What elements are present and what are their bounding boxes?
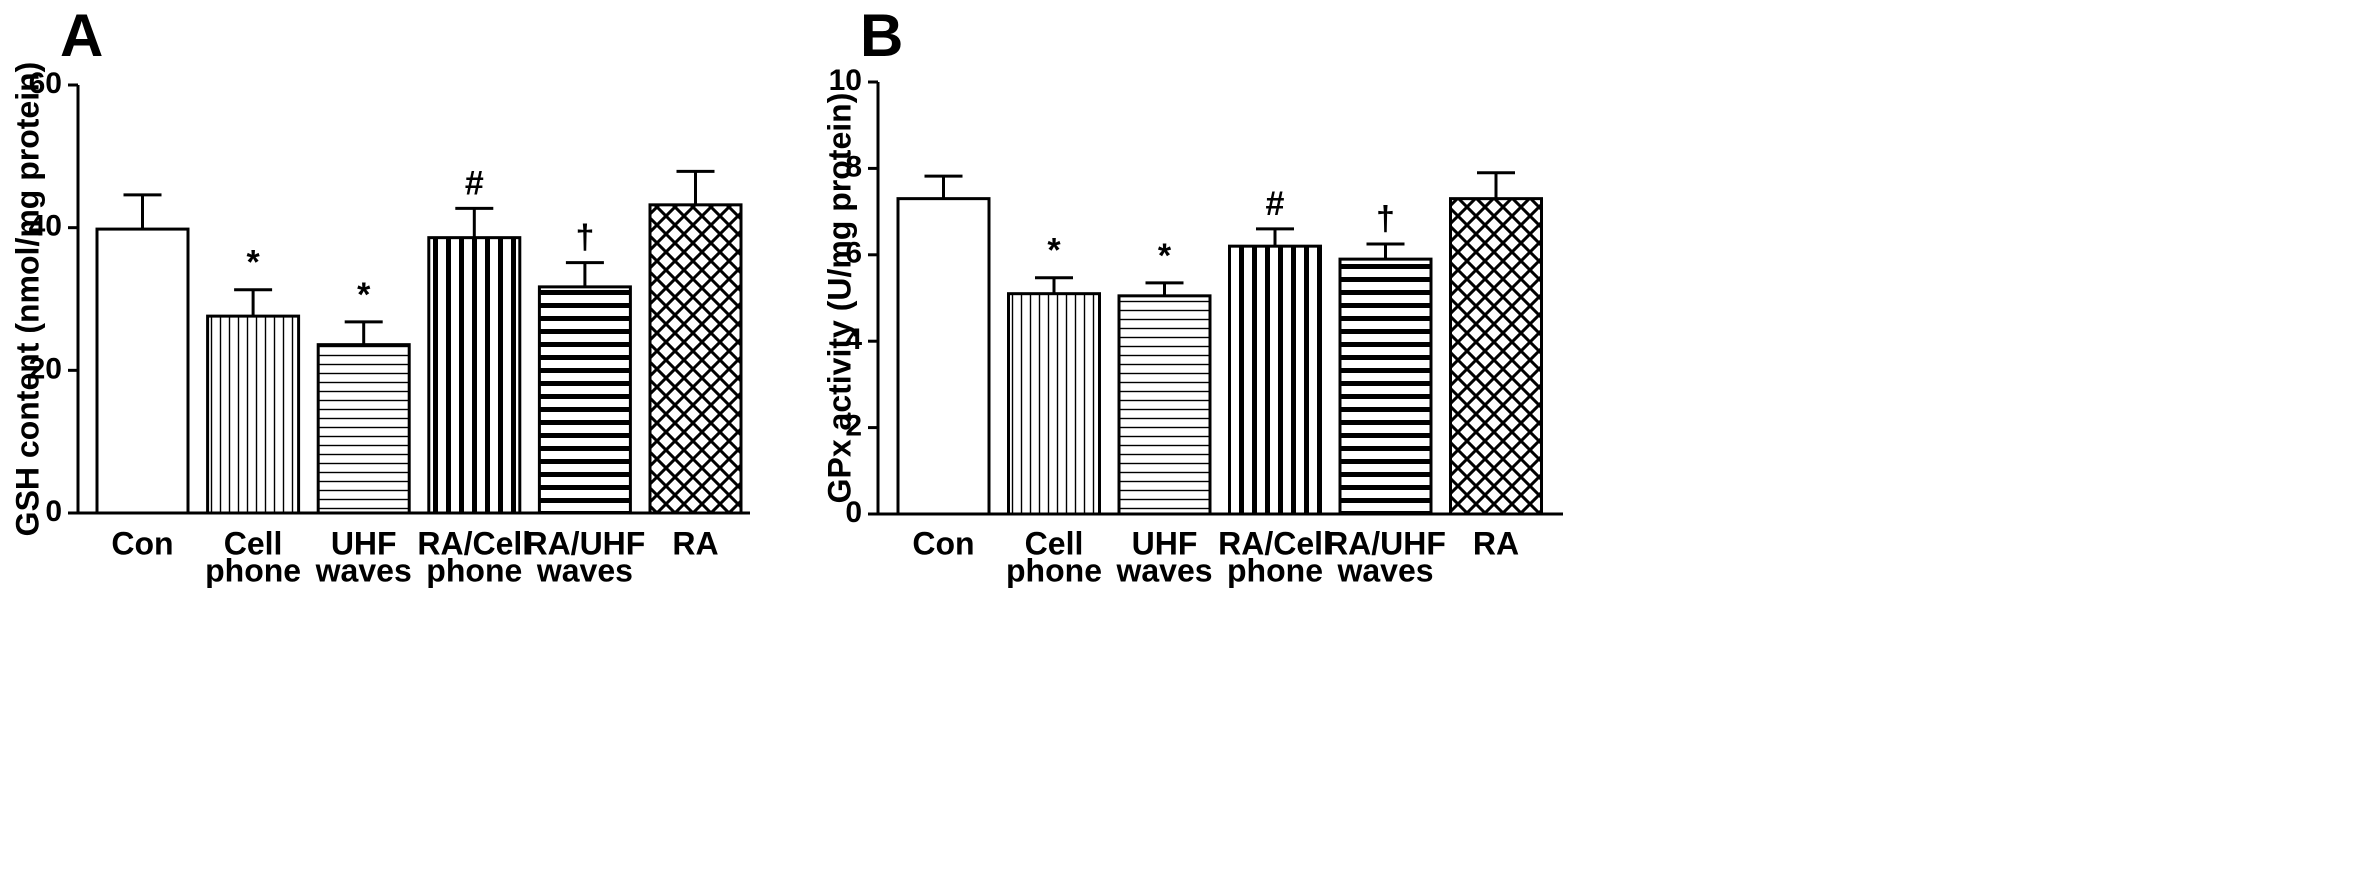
y-tick-label: 4 — [845, 323, 862, 356]
x-category-label: phone — [1006, 552, 1102, 588]
x-category-label: Cell — [224, 525, 283, 561]
bar — [316, 343, 411, 515]
bar — [1007, 292, 1101, 516]
x-category-label: waves — [315, 552, 412, 588]
y-tick-label: 0 — [845, 496, 862, 529]
significance-marker: † — [575, 219, 594, 257]
bar — [206, 314, 301, 515]
bar — [1117, 294, 1212, 516]
x-category-label: phone — [205, 552, 301, 588]
x-category-label: Con — [111, 525, 173, 561]
panel-letter-a: A — [60, 2, 103, 69]
x-category-label: RA/Cell — [417, 525, 531, 561]
bar — [648, 203, 743, 515]
x-category-label: waves — [1115, 552, 1212, 588]
x-category-label: Cell — [1025, 525, 1084, 561]
significance-marker: * — [357, 276, 371, 314]
y-tick-label: 2 — [845, 410, 862, 443]
x-category-label: UHF — [1132, 525, 1198, 561]
bar — [1338, 257, 1433, 516]
y-tick-label: 20 — [29, 352, 62, 385]
x-category-label: RA/Cell — [1218, 525, 1332, 561]
bar — [1228, 244, 1322, 516]
y-tick-label: 6 — [845, 237, 862, 270]
significance-marker: † — [1376, 200, 1395, 238]
x-category-label: waves — [536, 552, 633, 588]
y-axis-label-b: GPx activity (U/mg protein) — [821, 93, 857, 504]
y-tick-label: 8 — [845, 150, 862, 183]
panel-letter-b: B — [860, 2, 903, 69]
panel-a-chart: A GSH content (nmol/mg protein) 0 20 40 60 Con… — [9, 2, 750, 588]
bar — [95, 227, 190, 515]
significance-marker: # — [465, 164, 484, 202]
x-category-label: waves — [1336, 552, 1433, 588]
x-category-label: phone — [426, 552, 522, 588]
x-category-label: RA — [1473, 525, 1519, 561]
x-category-label: RA — [672, 525, 718, 561]
y-axis-label-a: GSH content (nmol/mg protein) — [9, 62, 45, 537]
bar — [537, 285, 632, 515]
significance-marker: # — [1266, 185, 1285, 223]
x-category-label: phone — [1227, 552, 1323, 588]
x-category-label: RA/UHF — [1325, 525, 1446, 561]
significance-marker: * — [246, 244, 260, 282]
significance-marker: * — [1047, 232, 1061, 270]
y-tick-label: 60 — [29, 67, 62, 100]
x-category-label: RA/UHF — [524, 525, 645, 561]
x-category-label: UHF — [331, 525, 397, 561]
bar — [427, 236, 522, 515]
y-tick-label: 40 — [29, 210, 62, 243]
significance-marker: * — [1158, 237, 1172, 275]
bar — [1449, 197, 1543, 516]
x-category-label: Con — [912, 525, 974, 561]
y-tick-label: 0 — [45, 495, 62, 528]
y-tick-label: 10 — [829, 64, 862, 97]
bar — [896, 197, 991, 516]
